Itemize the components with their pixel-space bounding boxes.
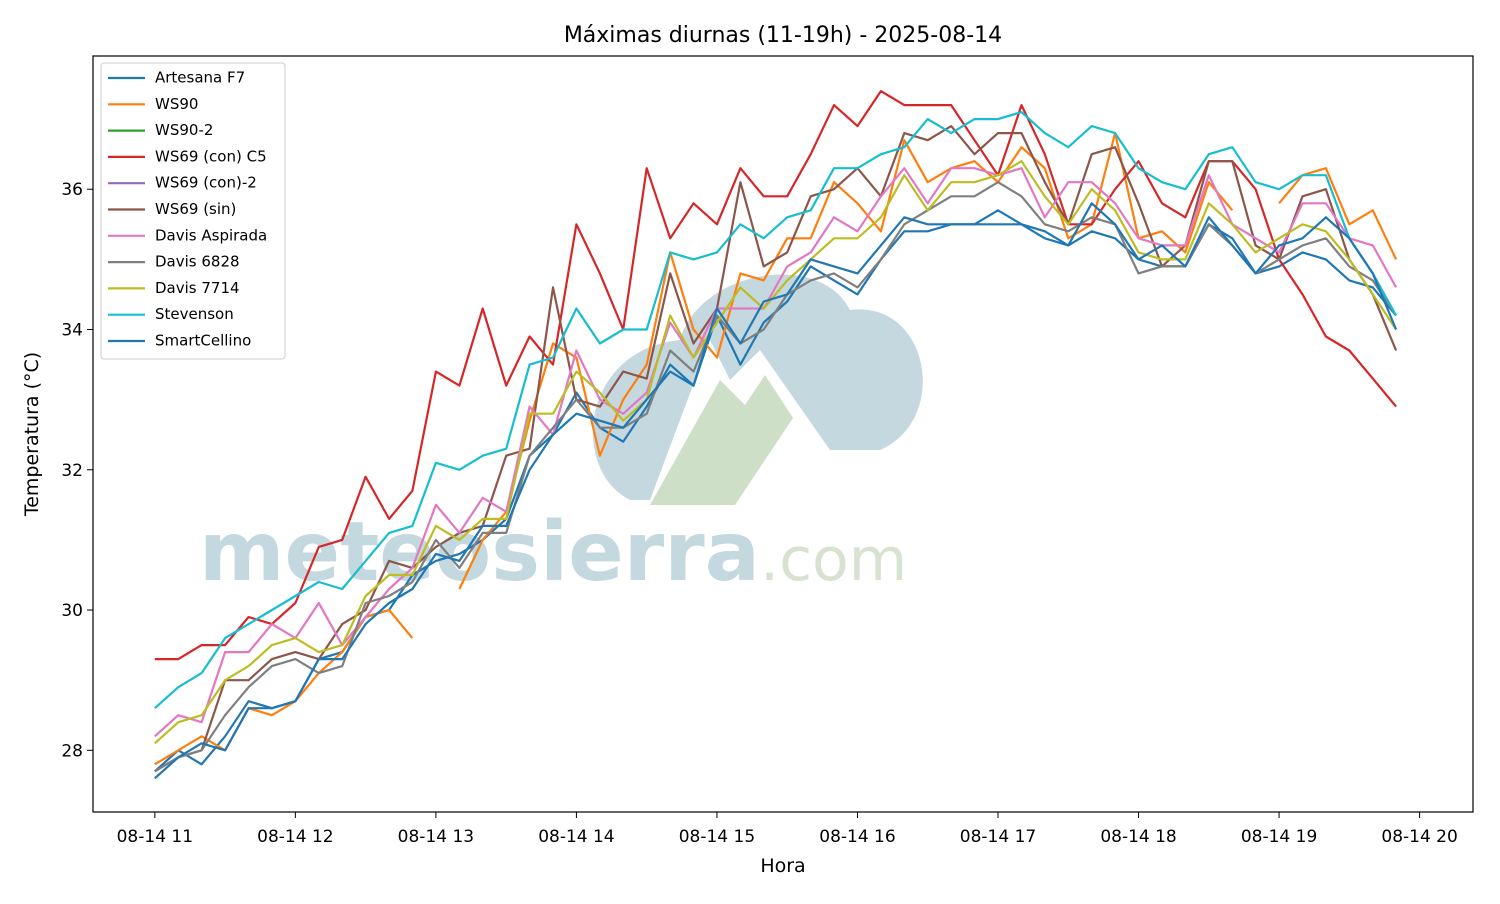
y-tick-label: 34 bbox=[61, 321, 83, 341]
series-line bbox=[154, 167, 1398, 738]
legend-label: WS90 bbox=[155, 95, 198, 113]
legend-label: WS69 (sin) bbox=[155, 200, 236, 218]
x-tick-label: 08-14 16 bbox=[819, 827, 895, 847]
legend-label: Davis 7714 bbox=[155, 279, 240, 297]
y-tick-label: 28 bbox=[61, 741, 83, 761]
chart-title: Máximas diurnas (11-19h) - 2025-08-14 bbox=[564, 23, 1002, 48]
legend-label: WS69 (con)-2 bbox=[155, 174, 257, 192]
series-line bbox=[154, 111, 1398, 710]
x-axis-label: Hora bbox=[760, 855, 805, 877]
x-tick-label: 08-14 18 bbox=[1100, 827, 1176, 847]
legend-label: SmartCellino bbox=[155, 332, 251, 350]
series-line bbox=[154, 202, 1398, 780]
legend-label: Artesana F7 bbox=[155, 69, 245, 87]
x-tick-label: 08-14 14 bbox=[538, 827, 614, 847]
legend-box bbox=[100, 62, 286, 360]
watermark-suffix: .com bbox=[760, 525, 907, 595]
y-tick-label: 30 bbox=[61, 601, 83, 621]
x-tick-label: 08-14 15 bbox=[679, 827, 755, 847]
x-tick-label: 08-14 13 bbox=[398, 827, 474, 847]
legend-label: Davis Aspirada bbox=[155, 226, 267, 244]
series-line bbox=[154, 90, 1397, 661]
y-tick-label: 36 bbox=[61, 180, 83, 200]
x-tick-label: 08-14 17 bbox=[960, 827, 1036, 847]
y-tick-label: 32 bbox=[61, 461, 83, 481]
plot-lines bbox=[154, 90, 1398, 780]
plot-frame bbox=[92, 55, 1474, 813]
x-tick-label: 08-14 12 bbox=[257, 827, 333, 847]
x-tick-label: 08-14 19 bbox=[1241, 827, 1317, 847]
x-tick-label: 08-14 20 bbox=[1381, 827, 1457, 847]
watermark-logo bbox=[592, 274, 923, 505]
x-tick-label: 08-14 11 bbox=[117, 827, 193, 847]
legend-label: Davis 6828 bbox=[155, 253, 240, 271]
legend-label: WS90-2 bbox=[155, 121, 213, 139]
legend-label: Stevenson bbox=[155, 305, 234, 323]
series-line bbox=[154, 160, 1398, 745]
series-line bbox=[154, 132, 1398, 766]
watermark-text: meteosierra bbox=[199, 505, 760, 600]
legend: Artesana F7 WS90 WS90-2 WS69 (con) C5 WS69 (… bbox=[100, 62, 286, 360]
legend-label: WS69 (con) C5 bbox=[155, 147, 267, 165]
y-axis-label: Temperatura (°C) bbox=[21, 352, 43, 517]
